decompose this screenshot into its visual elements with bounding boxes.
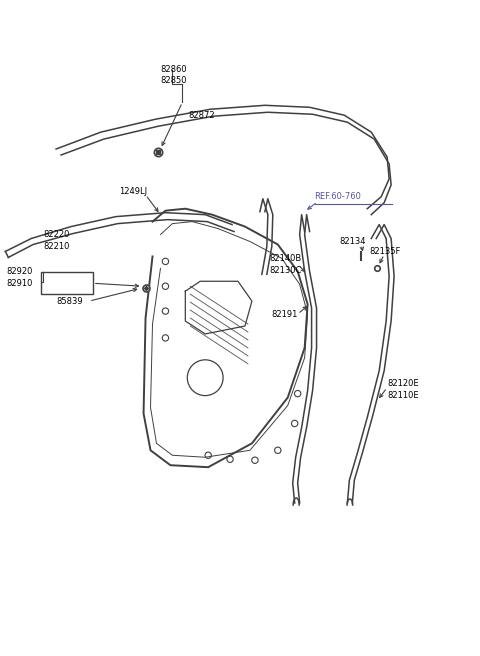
Text: 82860: 82860 bbox=[160, 65, 187, 74]
Text: 82130C: 82130C bbox=[270, 266, 302, 275]
Text: 82920: 82920 bbox=[6, 267, 33, 276]
Text: 82850: 82850 bbox=[160, 76, 187, 85]
Text: 82872: 82872 bbox=[188, 111, 215, 120]
Text: 82134: 82134 bbox=[339, 237, 366, 246]
Text: 82220: 82220 bbox=[43, 230, 70, 239]
Text: REF.60-760: REF.60-760 bbox=[314, 192, 361, 201]
Text: 82110E: 82110E bbox=[387, 391, 419, 400]
Text: 82910: 82910 bbox=[6, 279, 33, 288]
Text: 82135F: 82135F bbox=[369, 247, 401, 256]
Text: 82210: 82210 bbox=[43, 242, 70, 251]
Text: 85839: 85839 bbox=[56, 297, 83, 306]
Text: 82191: 82191 bbox=[272, 310, 298, 319]
Text: 82140B: 82140B bbox=[270, 254, 302, 263]
Text: 1249LJ: 1249LJ bbox=[119, 188, 147, 196]
Text: 82120E: 82120E bbox=[387, 379, 419, 388]
